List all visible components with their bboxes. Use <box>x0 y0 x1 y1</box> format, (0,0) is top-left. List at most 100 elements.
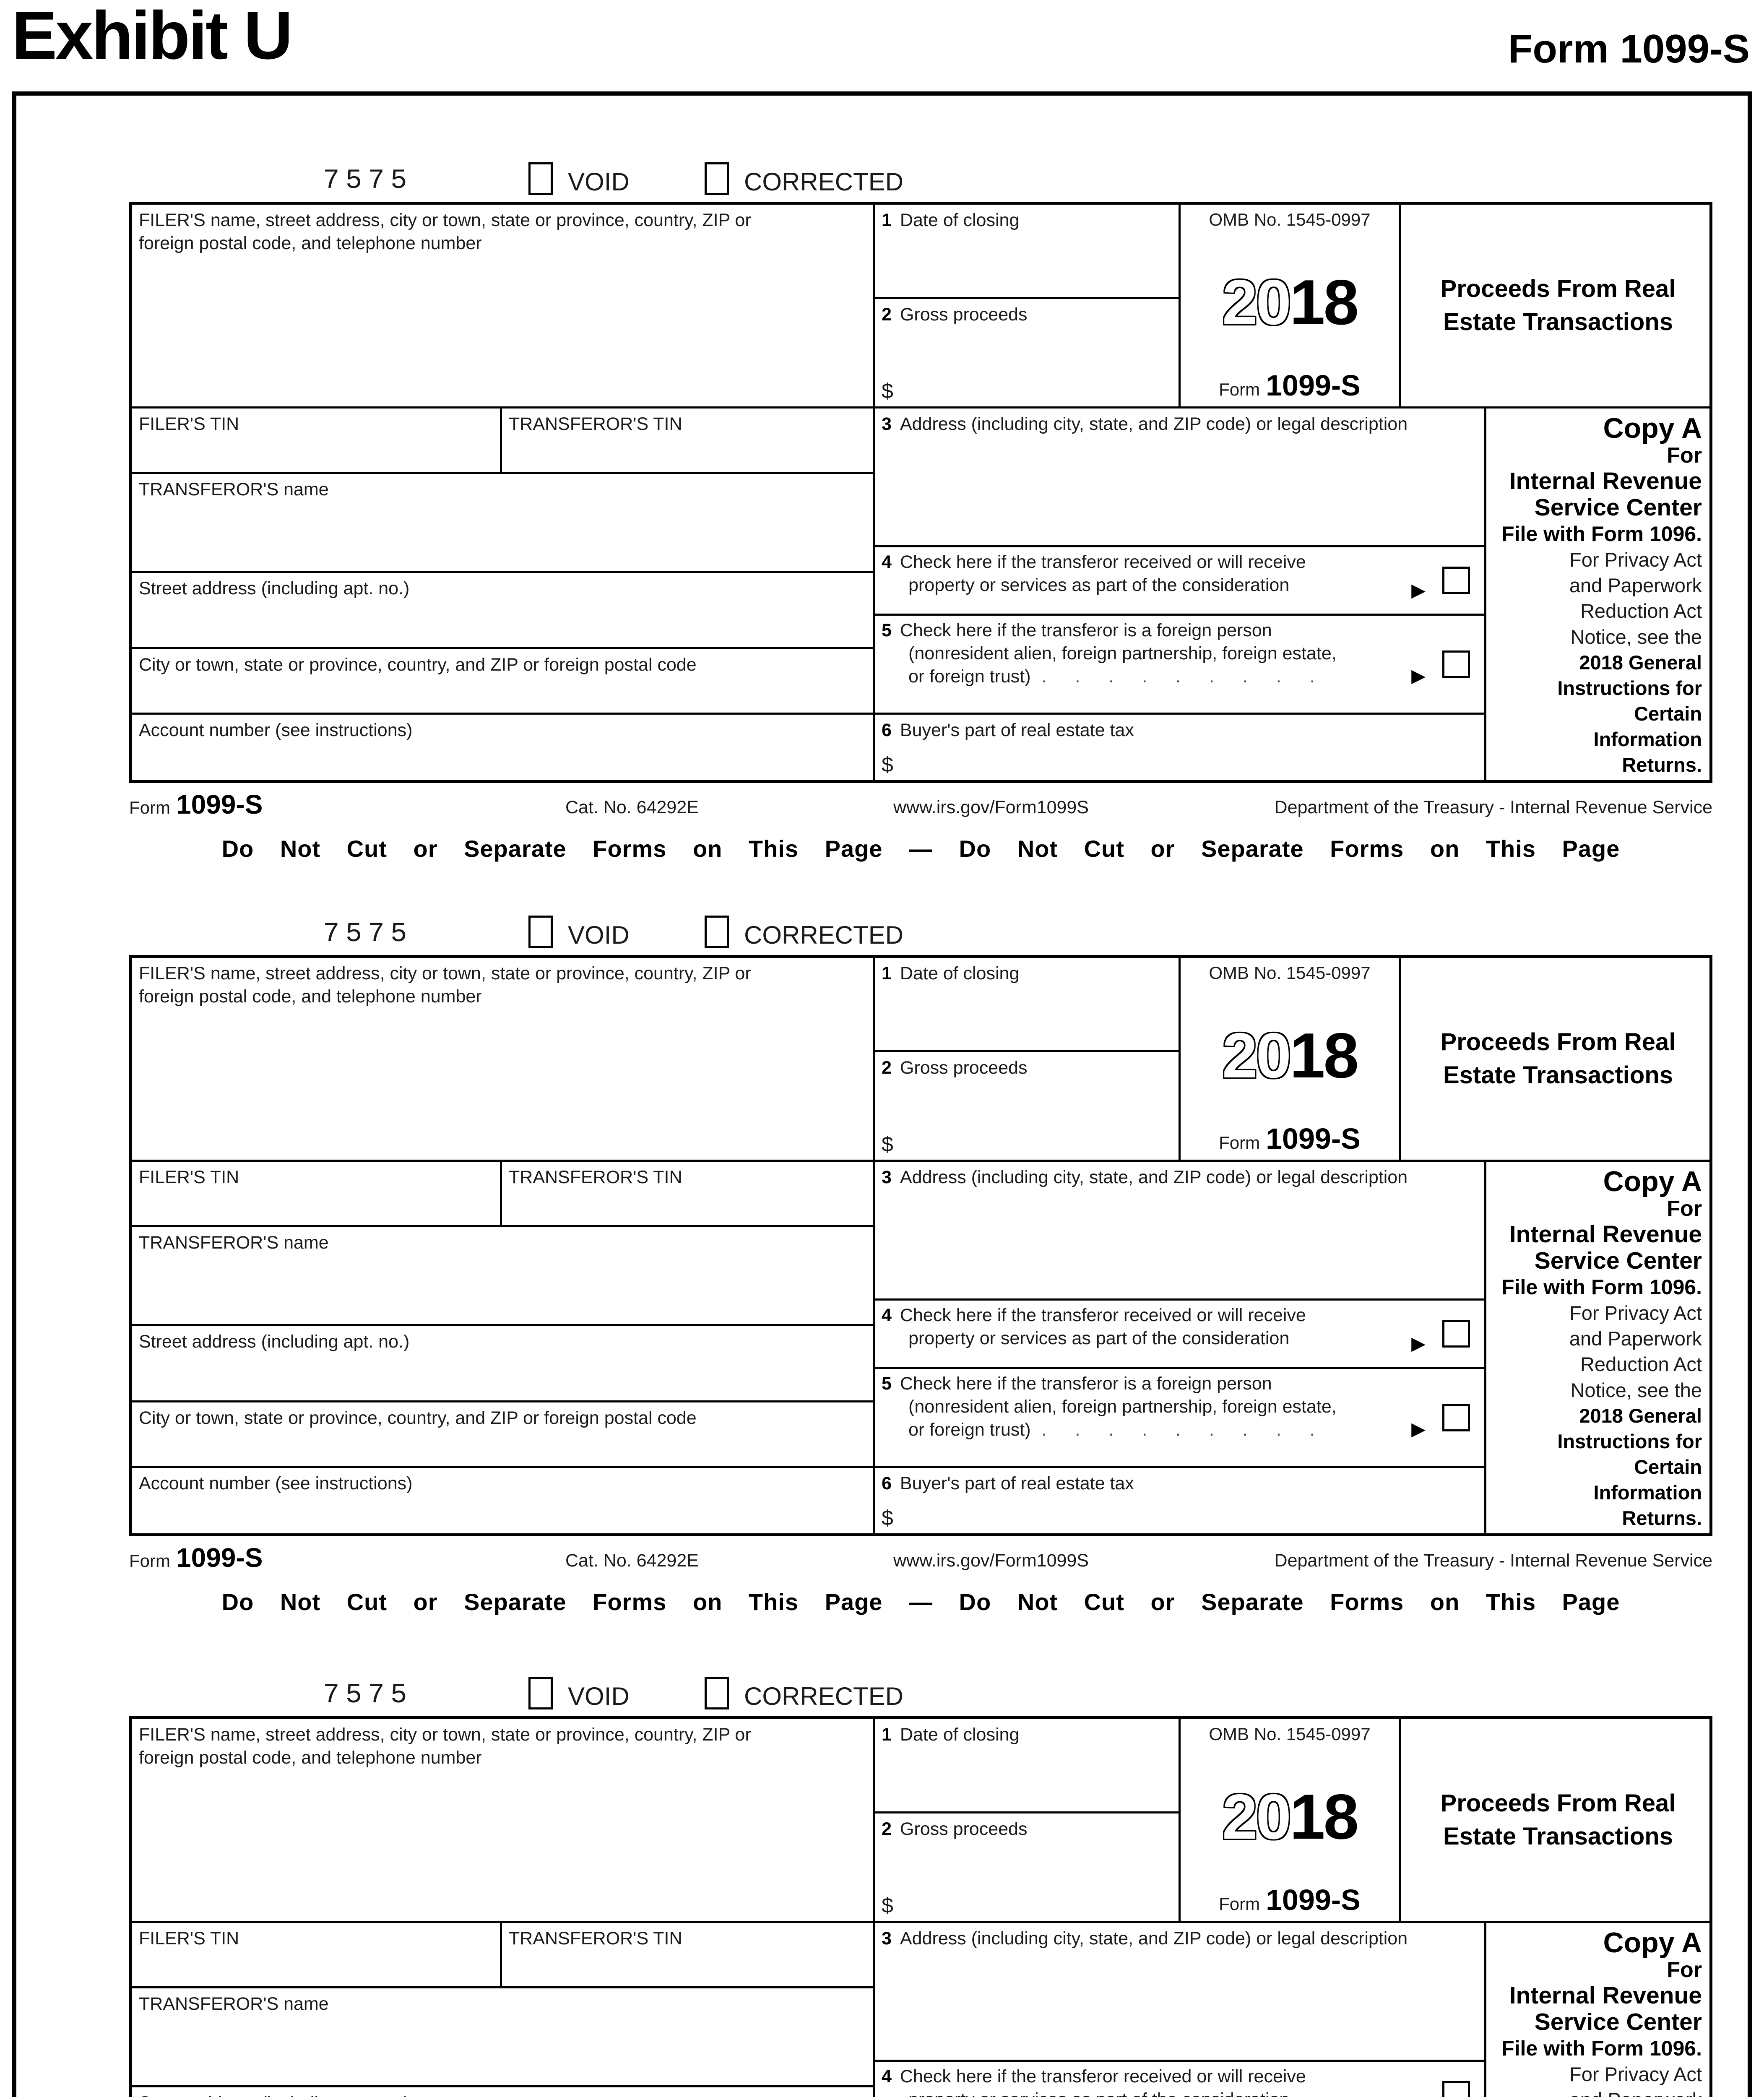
box2-number: 2 <box>882 1058 892 1078</box>
box4-label-line1: 4 Check here if the transferor received o… <box>882 2066 1306 2087</box>
copy-a-line: For Privacy Act <box>1569 549 1702 571</box>
pointer-arrow-icon: ▶ <box>1411 1419 1426 1439</box>
street-address-field: Street address (including apt. no.) <box>132 573 875 649</box>
copy-a-line: Reduction Act <box>1580 1353 1702 1376</box>
transferor-tin-label: TRANSFEROR'S TIN <box>509 414 682 434</box>
box5-label-line3: or foreign trust). . . . . . . . . <box>908 1420 1316 1440</box>
void-checkbox[interactable] <box>528 162 553 195</box>
box1-date-of-closing-field: 1 Date of closing <box>875 958 1181 1052</box>
account-number-label: Account number (see instructions) <box>139 720 413 740</box>
box3-address-legal-description-field: 3 Address (including city, state, and ZIP… <box>875 1162 1486 1301</box>
box6-buyers-real-estate-tax-field: 6 Buyer's part of real estate tax $ <box>875 1468 1486 1533</box>
copy-a-line: Internal Revenue <box>1509 1220 1702 1248</box>
box2-gross-proceeds-field: 2 Gross proceeds $ <box>875 299 1181 408</box>
box5-label-line3: or foreign trust). . . . . . . . . <box>908 666 1316 687</box>
copy-a-line: For <box>1667 1197 1702 1221</box>
year-outline-part: 20 <box>1222 1781 1291 1852</box>
copy-a-line: Reduction Act <box>1580 600 1702 622</box>
copy-a-line: File with Form 1096. <box>1501 522 1702 546</box>
form-id: Form 1099-S <box>1181 369 1399 402</box>
form-1099s-copy: 7575 VOID CORRECTED FILER'S name, street… <box>129 1676 1712 2097</box>
transferor-tin-label: TRANSFEROR'S TIN <box>509 1928 682 1949</box>
box4-label-line1: 4 Check here if the transferor received o… <box>882 552 1306 572</box>
box2-number: 2 <box>882 304 892 325</box>
box5-number: 5 <box>882 620 892 640</box>
box2-gross-proceeds-field: 2 Gross proceeds $ <box>875 1052 1181 1162</box>
copy-a-line: Instructions for <box>1557 676 1702 699</box>
box5-label-line1: 5 Check here if the transferor is a forei… <box>882 1374 1272 1394</box>
void-checkbox[interactable] <box>528 1677 553 1709</box>
dollar-sign: $ <box>882 753 893 776</box>
form-1099s-grid: FILER'S name, street address, city or to… <box>129 955 1712 1536</box>
footer-form-id: Form 1099-S <box>129 789 263 820</box>
box4-label-line1: 4 Check here if the transferor received o… <box>882 1305 1306 1325</box>
box3-number: 3 <box>882 1167 892 1187</box>
box3-label: Address (including city, state, and ZIP … <box>900 414 1408 434</box>
proceeds-title-line2: Estate Transactions <box>1443 1061 1673 1089</box>
box4-label-line2: property or services as part of the cons… <box>908 1328 1290 1349</box>
filer-tin-field: FILER'S TIN <box>132 1923 502 1988</box>
box4-number: 4 <box>882 1305 892 1325</box>
copy-a-block: Copy A For Internal Revenue Service Cent… <box>1486 408 1709 780</box>
void-label: VOID <box>568 1682 630 1710</box>
box5-checkbox[interactable] <box>1442 1403 1470 1431</box>
copy-a-line: Certain <box>1634 1455 1702 1478</box>
box5-checkbox[interactable] <box>1442 650 1470 678</box>
form-print-code: 7575 <box>323 1679 413 1711</box>
box4-checkbox[interactable] <box>1442 567 1470 594</box>
form-1099s-grid: FILER'S name, street address, city or to… <box>129 1716 1712 2097</box>
copy-a-line: Service Center <box>1534 1247 1702 1275</box>
form-footer: Form 1099-S Cat. No. 64292E www.irs.gov/F… <box>129 789 1712 827</box>
tax-year: 2018 <box>1181 1780 1399 1854</box>
filer-tin-label: FILER'S TIN <box>139 1928 239 1949</box>
tax-year: 2018 <box>1181 266 1399 339</box>
corrected-checkbox[interactable] <box>705 1677 729 1709</box>
footer-department: Department of the Treasury - Internal Re… <box>1274 797 1712 817</box>
dollar-sign: $ <box>882 379 893 403</box>
copy-a-line: Copy A <box>1603 412 1702 444</box>
box1-label: Date of closing <box>900 963 1020 983</box>
copy-a-line: and Paperwork <box>1489 2087 1702 2097</box>
footer-department: Department of the Treasury - Internal Re… <box>1274 1551 1712 1571</box>
box4-number: 4 <box>882 552 892 572</box>
form-print-code: 7575 <box>323 165 413 196</box>
copy-a-line: Returns. <box>1622 1507 1702 1530</box>
box6-buyers-real-estate-tax-field: 6 Buyer's part of real estate tax $ <box>875 715 1486 780</box>
transferor-tin-field: TRANSFEROR'S TIN <box>502 408 875 474</box>
box2-label: Gross proceeds <box>900 304 1028 325</box>
corrected-checkbox[interactable] <box>705 916 729 948</box>
box6-number: 6 <box>882 1473 892 1493</box>
box6-number: 6 <box>882 720 892 740</box>
proceeds-title: Proceeds From Real Estate Transactions <box>1401 958 1709 1162</box>
box4-checkbox[interactable] <box>1442 1320 1470 1348</box>
form-id: Form 1099-S <box>1181 1122 1399 1155</box>
void-checkbox[interactable] <box>528 916 553 948</box>
corrected-checkbox[interactable] <box>705 162 729 195</box>
copy-a-line: and Paperwork <box>1569 574 1702 597</box>
copy-a-line: Internal Revenue <box>1509 1982 1702 2009</box>
omb-number: OMB No. 1545-0997 <box>1209 1724 1371 1744</box>
box2-gross-proceeds-field: 2 Gross proceeds $ <box>875 1813 1181 1923</box>
form-word: Form <box>1219 1894 1260 1914</box>
box4-label-line2: property or services as part of the cons… <box>882 2088 1478 2097</box>
box1-date-of-closing-field: 1 Date of closing <box>875 205 1181 299</box>
copy-a-line: Notice, see the <box>1570 1379 1702 1401</box>
box4-checkbox[interactable] <box>1442 2081 1470 2097</box>
footer-form-number: 1099-S <box>176 1543 263 1573</box>
city-state-zip-label: City or town, state or province, country… <box>139 655 697 675</box>
transferor-name-field: TRANSFEROR'S name <box>132 474 875 573</box>
transferor-name-label: TRANSFEROR'S name <box>139 1233 329 1253</box>
copy-a-block: Copy A For Internal Revenue Service Cent… <box>1486 1923 1709 2097</box>
omb-year-cell: OMB No. 1545-0997 2018 Form 1099-S <box>1181 205 1401 408</box>
proceeds-title: Proceeds From Real Estate Transactions <box>1401 1719 1709 1923</box>
filer-name-label: FILER'S name, street address, city or to… <box>139 963 751 1007</box>
box1-number: 1 <box>882 1725 892 1745</box>
transferor-tin-field: TRANSFEROR'S TIN <box>502 1923 875 1988</box>
corrected-label: CORRECTED <box>744 168 904 196</box>
footer-form-word: Form <box>129 1551 170 1571</box>
filer-name-label: FILER'S name, street address, city or to… <box>139 1725 751 1768</box>
copy-a-line: For Privacy Act <box>1569 1302 1702 1324</box>
copy-a-line: For Privacy Act <box>1569 2063 1702 2086</box>
dollar-sign: $ <box>882 1132 893 1156</box>
proceeds-title-line2: Estate Transactions <box>1443 1822 1673 1850</box>
